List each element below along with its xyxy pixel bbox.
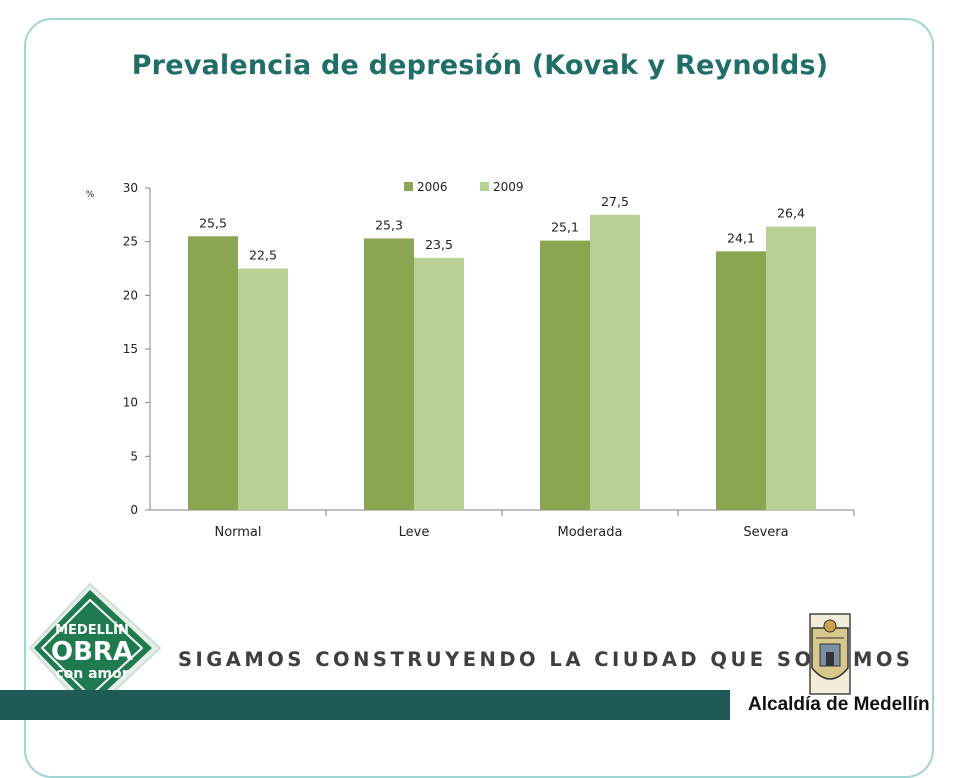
slide-title: Prevalencia de depresión (Kovak y Reynol… [131, 50, 829, 81]
legend-swatch-2006 [404, 182, 413, 191]
logo-line3: con amor [55, 666, 128, 682]
data-label: 22,5 [249, 248, 277, 263]
data-label: 25,5 [199, 215, 227, 230]
bar-2006-severa [716, 251, 766, 510]
x-tick-label: Severa [743, 525, 788, 540]
y-tick-label: 20 [123, 288, 138, 302]
x-tick-label: Leve [399, 525, 430, 540]
data-label: 23,5 [425, 237, 453, 252]
slogan-text: SIGAMOS CONSTRUYENDO LA CIUDAD QUE SOÑAM… [178, 648, 914, 671]
data-label: 25,1 [551, 220, 579, 235]
legend-swatch-2009 [480, 182, 489, 191]
y-tick-label: 0 [130, 503, 138, 517]
x-tick-label: Normal [214, 525, 261, 540]
y-tick-label: 30 [123, 181, 138, 195]
x-tick-label: Moderada [558, 525, 623, 540]
logo-line1: MEDELLÍN [55, 622, 129, 638]
alcaldia-caption: Alcaldía de Medellín [748, 694, 930, 715]
bar-2009-leve [414, 257, 464, 510]
data-label: 26,4 [777, 206, 805, 221]
y-axis-label: % [86, 190, 95, 200]
data-label: 25,3 [375, 217, 403, 232]
bar-2006-leve [364, 238, 414, 511]
coat-of-arms-icon [809, 613, 851, 695]
medellin-obra-con-amor-logo: MEDELLÍN OBRA con amor [28, 582, 162, 716]
bar-2006-normal [188, 236, 238, 511]
bar-2009-normal [238, 268, 288, 510]
y-tick-label: 5 [130, 449, 138, 463]
data-label: 27,5 [601, 194, 629, 209]
legend-label-2006: 2006 [417, 180, 448, 194]
footer-band [0, 690, 730, 720]
logo-line2: OBRA [51, 637, 133, 667]
bar-2009-moderada [590, 214, 640, 511]
bar-chart: 0 5 10 15 20 25 30% Normal 25,5 22,5 Leve 25,3 23,5 M… [86, 180, 855, 540]
bar-2006-moderada [540, 240, 590, 511]
y-tick-label: 25 [123, 235, 138, 249]
legend-label-2009: 2009 [493, 180, 524, 194]
data-label: 24,1 [727, 230, 755, 245]
y-tick-label: 10 [123, 396, 138, 410]
y-tick-label: 15 [123, 342, 138, 356]
bar-2009-severa [766, 226, 816, 510]
